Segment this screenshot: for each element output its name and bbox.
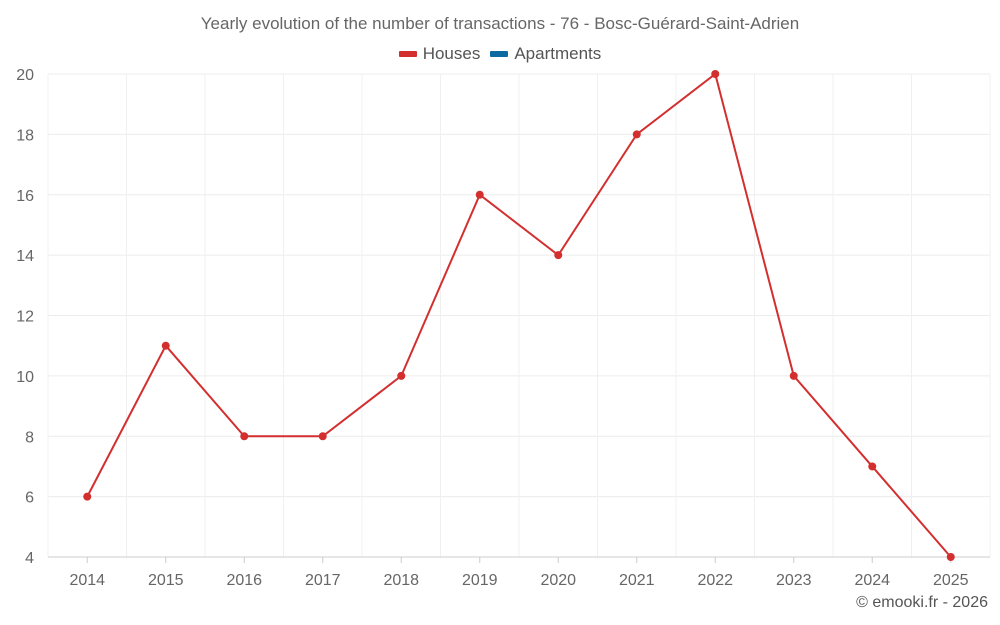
data-point-houses <box>554 251 563 260</box>
legend-item-houses[interactable]: Houses <box>398 44 481 64</box>
x-tick-label: 2014 <box>69 572 105 589</box>
data-point-houses <box>83 492 92 501</box>
legend-swatch-apartments <box>490 51 509 57</box>
y-tick-label: 18 <box>16 127 34 144</box>
y-tick-label: 6 <box>25 490 34 507</box>
legend: Houses Apartments <box>0 44 1000 64</box>
x-tick-label: 2022 <box>697 572 733 589</box>
y-tick-label: 16 <box>16 188 34 205</box>
data-point-houses <box>240 432 249 441</box>
chart-title: Yearly evolution of the number of transa… <box>200 14 800 33</box>
series-line-houses <box>86 72 952 558</box>
x-tick-label: 2021 <box>619 572 655 589</box>
data-point-houses <box>397 371 406 380</box>
data-point-houses <box>946 553 955 561</box>
x-tick-label: 2016 <box>226 572 262 589</box>
x-tick-label: 2017 <box>305 572 341 589</box>
credit-text: © emooki.fr - 2026 <box>856 594 988 611</box>
legend-label-apartments: Apartments <box>514 44 602 63</box>
y-tick-label: 4 <box>25 550 34 567</box>
data-point-houses <box>868 462 877 471</box>
x-tick-label: 2019 <box>462 572 498 589</box>
data-point-houses <box>711 70 720 78</box>
x-tick-label: 2023 <box>776 572 812 589</box>
x-tick-label: 2024 <box>854 572 890 589</box>
y-tick-label: 12 <box>16 309 34 326</box>
x-tick-label: 2025 <box>933 572 969 589</box>
data-point-houses <box>318 432 327 441</box>
y-tick-label: 10 <box>16 369 34 386</box>
y-tick-label: 20 <box>16 67 34 84</box>
x-tick-label: 2018 <box>383 572 419 589</box>
x-tick-label: 2020 <box>540 572 576 589</box>
data-point-houses <box>475 190 484 199</box>
x-tick-label: 2015 <box>148 572 184 589</box>
y-tick-label: 8 <box>25 429 34 446</box>
legend-swatch-houses <box>398 51 417 57</box>
data-point-houses <box>789 371 798 380</box>
data-point-houses <box>161 341 170 350</box>
data-point-houses <box>632 130 641 139</box>
y-tick-label: 14 <box>16 248 34 265</box>
legend-item-apartments[interactable]: Apartments <box>490 44 601 64</box>
legend-label-houses: Houses <box>422 44 481 63</box>
